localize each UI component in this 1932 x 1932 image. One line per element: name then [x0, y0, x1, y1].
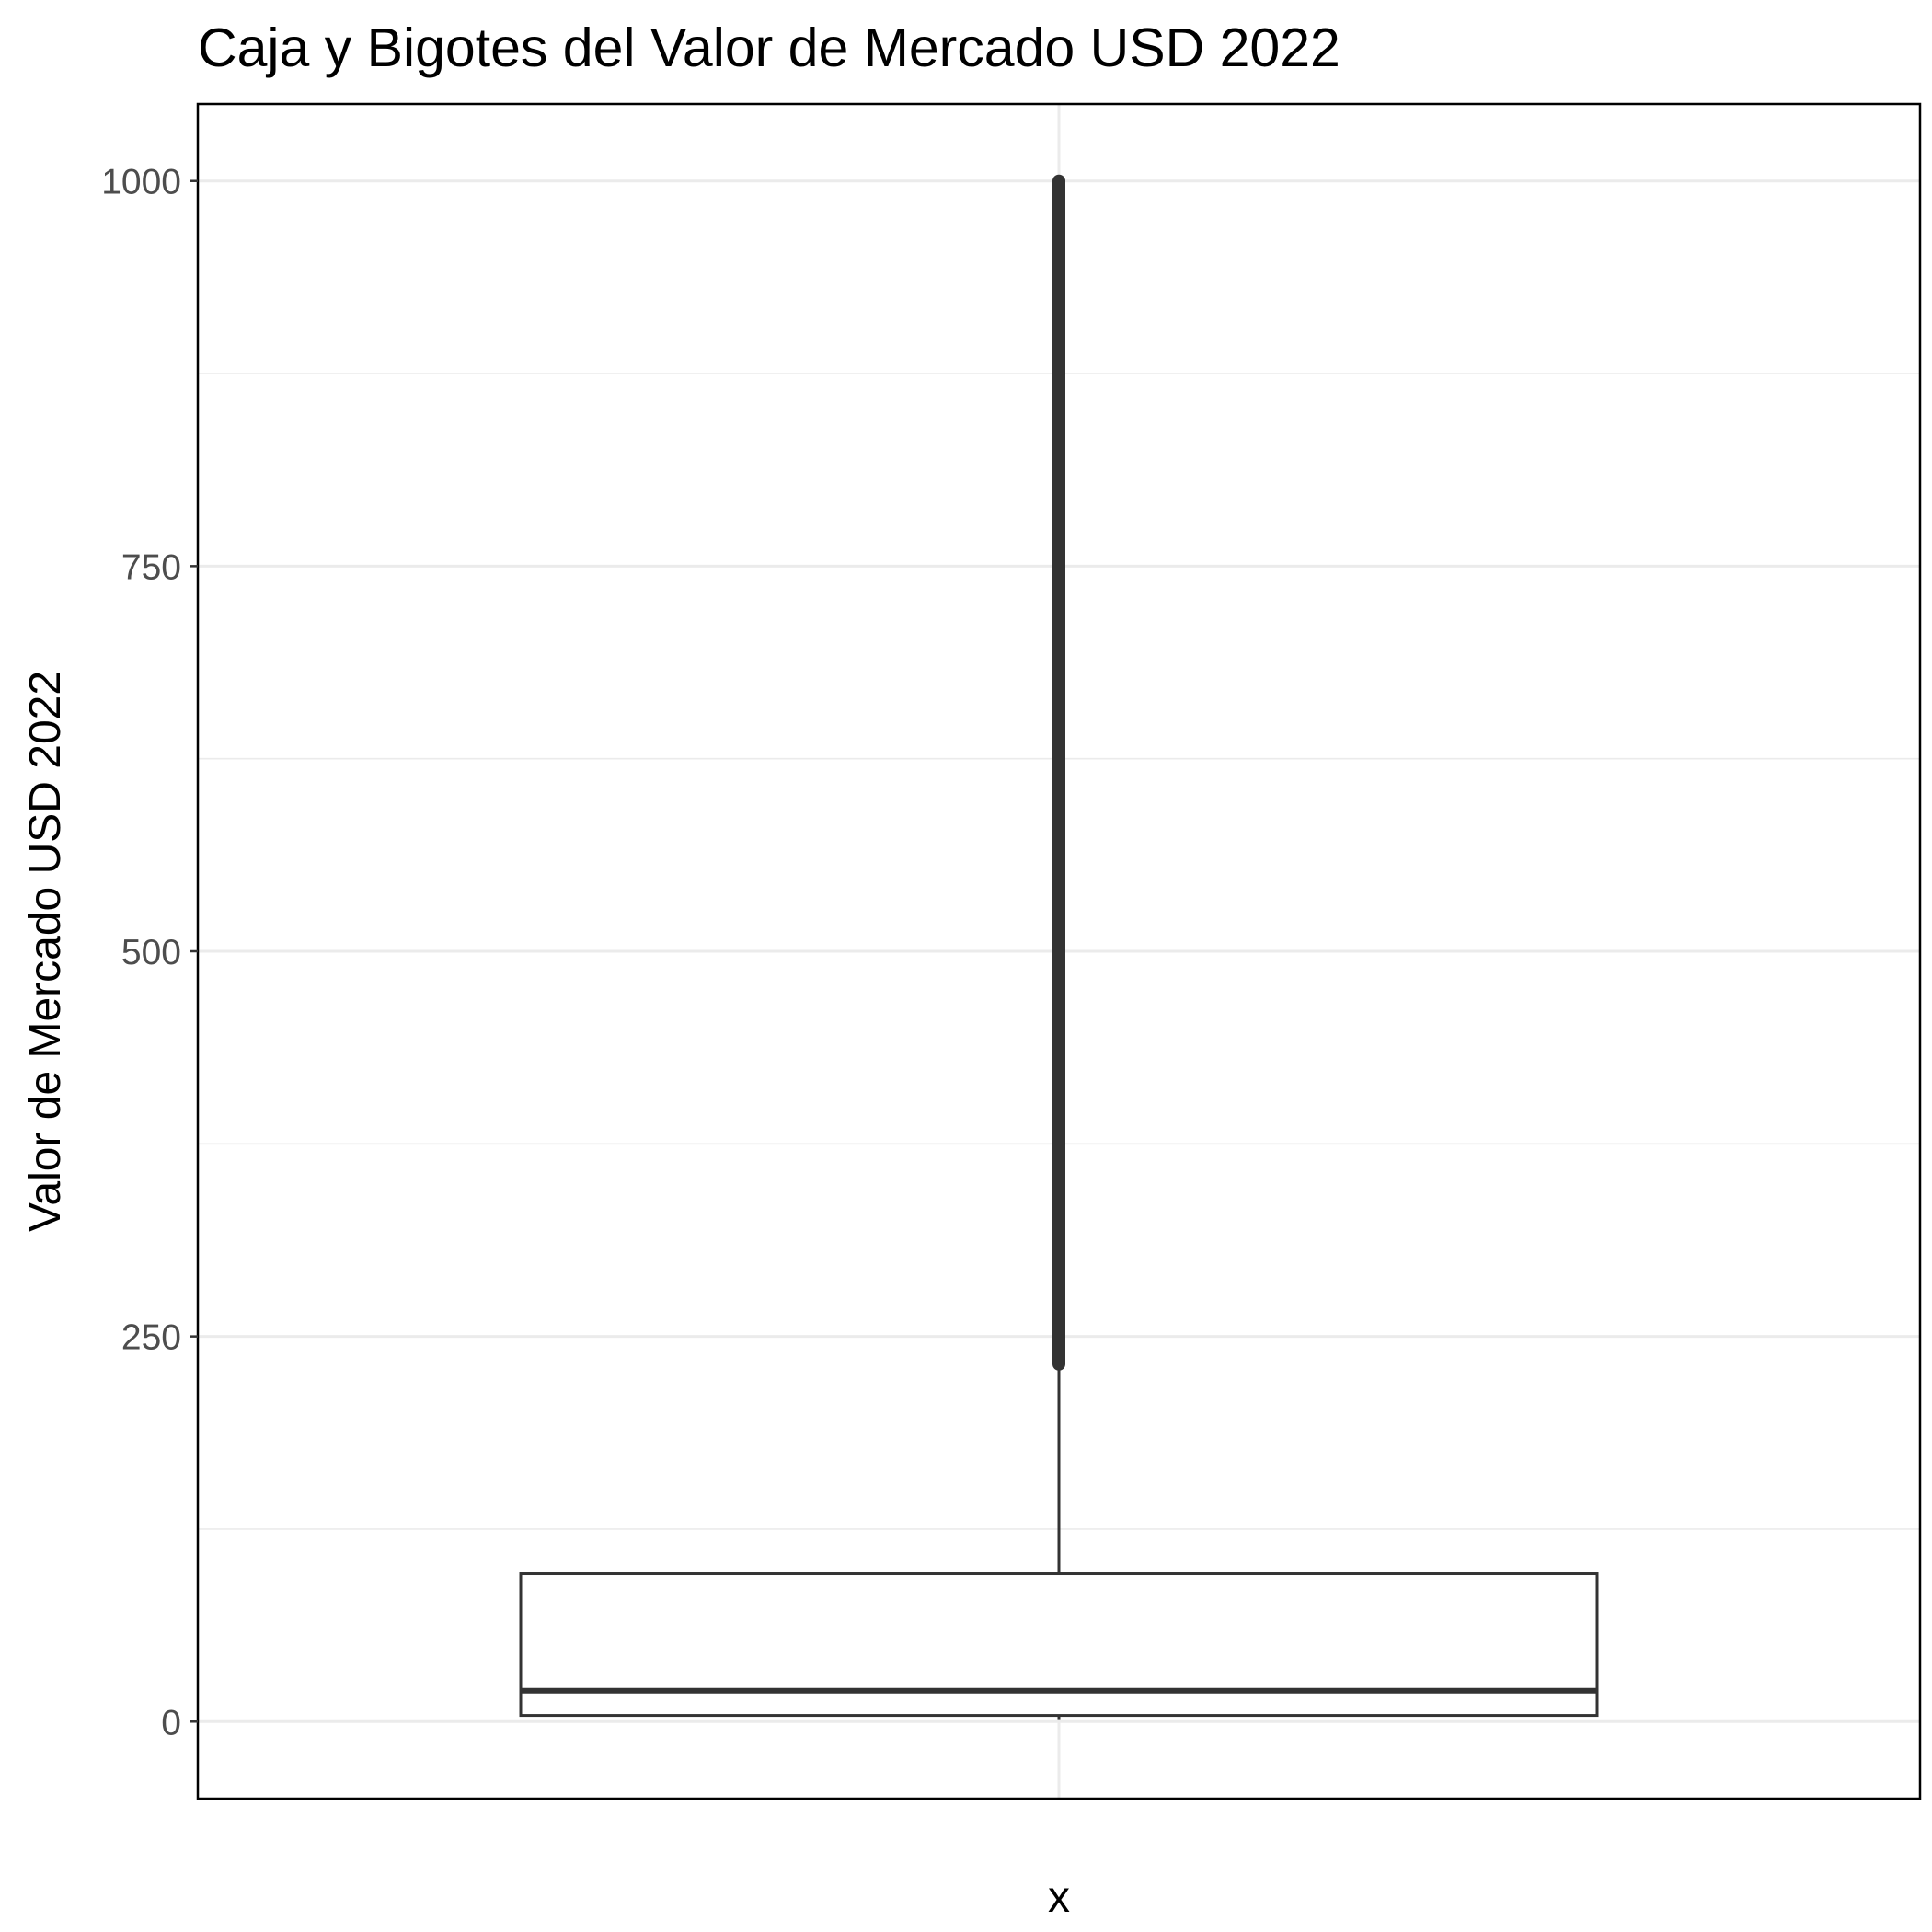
iqr-box — [519, 1572, 1599, 1718]
y-tick-label: 750 — [121, 547, 181, 587]
y-axis-ticks: 0 250 500 750 1000 — [101, 163, 198, 1742]
y-axis-label: Valor de Mercado USD 2022 — [21, 671, 70, 1232]
x-axis-label: x — [1048, 1873, 1070, 1922]
y-tick-label: 0 — [161, 1703, 181, 1742]
y-tick-label: 500 — [121, 933, 181, 972]
y-tick-label: 1000 — [101, 163, 181, 202]
plot-elements — [519, 174, 1599, 1720]
chart-title: Caja y Bigotes del Valor de Mercado USD … — [198, 17, 1340, 78]
y-tick-label: 250 — [121, 1318, 181, 1358]
